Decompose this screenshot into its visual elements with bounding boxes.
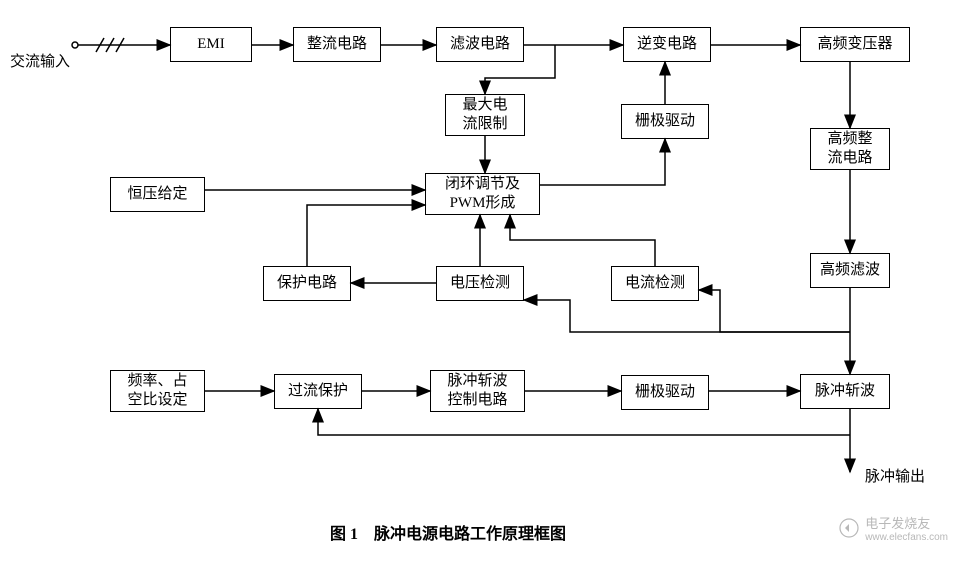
block-rectifier: 整流电路: [293, 27, 381, 62]
block-inverter: 逆变电路: [623, 27, 711, 62]
block-max-current-limit: 最大电流限制: [445, 94, 525, 136]
block-overcurrent: 过流保护: [274, 374, 362, 409]
label-pulse-output: 脉冲输出: [865, 465, 925, 486]
watermark-text: 电子发烧友: [865, 516, 930, 531]
block-voltage-set: 恒压给定: [110, 177, 205, 212]
block-hf-rectifier: 高频整流电路: [810, 128, 890, 170]
block-pulse-chopper: 脉冲斩波: [800, 374, 890, 409]
block-pulse-chop-ctrl: 脉冲斩波控制电路: [430, 370, 525, 412]
label-ac-input: 交流输入: [10, 50, 70, 71]
block-hf-filter: 高频滤波: [810, 253, 890, 288]
watermark-url: www.elecfans.com: [865, 532, 948, 543]
block-current-sense: 电流检测: [611, 266, 699, 301]
block-emi: EMI: [170, 27, 252, 62]
block-hf-transformer: 高频变压器: [800, 27, 910, 62]
figure-caption: 图 1 脉冲电源电路工作原理框图: [330, 520, 566, 544]
block-freq-duty-set: 频率、占空比设定: [110, 370, 205, 412]
block-voltage-sense: 电压检测: [436, 266, 524, 301]
block-protect: 保护电路: [263, 266, 351, 301]
block-pwm-loop: 闭环调节及PWM形成: [425, 173, 540, 215]
block-gate-drive-2: 栅极驱动: [621, 375, 709, 410]
block-gate-drive-1: 栅极驱动: [621, 104, 709, 139]
block-filter: 滤波电路: [436, 27, 524, 62]
watermark: 电子发烧友 www.elecfans.com: [837, 513, 948, 543]
